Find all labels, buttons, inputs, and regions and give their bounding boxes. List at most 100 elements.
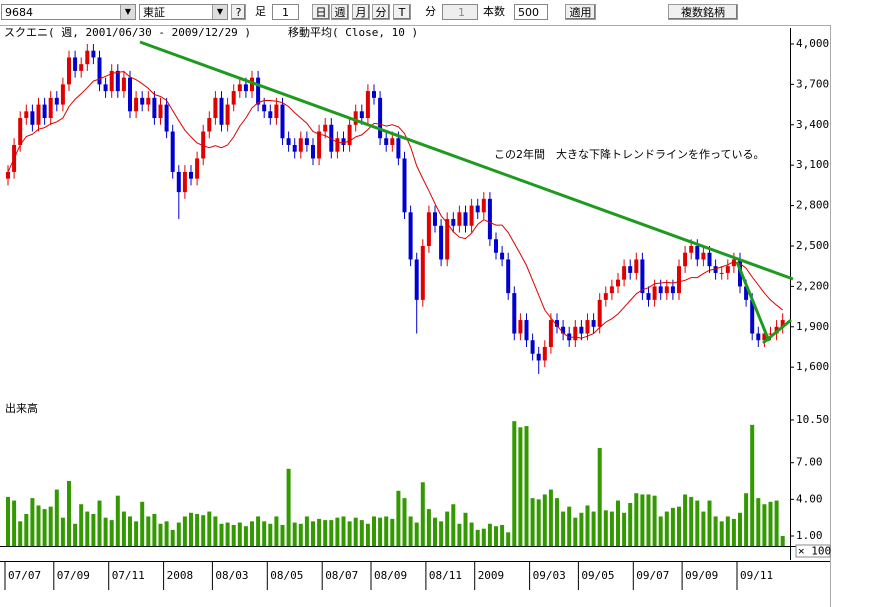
volume-bar [213, 516, 218, 547]
candle-body [463, 212, 468, 226]
volume-bar [567, 506, 572, 547]
candle-body [207, 118, 212, 132]
candle-body [85, 50, 90, 65]
candle-body [158, 104, 163, 119]
volume-tick-label: 10.50 [796, 413, 829, 426]
volume-bar [48, 506, 53, 547]
volume-bar [542, 494, 547, 547]
candle-body [457, 212, 462, 226]
candle-body [567, 333, 572, 341]
volume-bar [762, 504, 767, 547]
x-tick-label: 07/07 [8, 569, 41, 582]
candle-body [109, 70, 114, 92]
candle-body [243, 84, 248, 92]
volume-bar [439, 521, 444, 547]
y-tick-label: 2,500 [796, 239, 829, 252]
candle-body [274, 104, 279, 119]
candle-body [329, 124, 334, 152]
candle-body [548, 320, 553, 347]
candle-body [451, 219, 456, 226]
candle-body [750, 299, 755, 334]
volume-bar [280, 524, 285, 547]
candle-body [311, 144, 315, 159]
x-tick-label: 09/03 [533, 569, 566, 582]
candle-body [707, 252, 712, 267]
volume-bar [646, 494, 651, 547]
symbol-select[interactable]: 9684 ▼ [1, 4, 136, 20]
x-tick-label: 08/11 [429, 569, 462, 582]
volume-bar [701, 511, 706, 547]
month-button[interactable]: 月 [352, 4, 370, 20]
candle-body [744, 286, 749, 300]
volume-bar [408, 516, 413, 547]
volume-bar [506, 532, 511, 547]
candle-body [48, 97, 53, 119]
candle-body [701, 252, 706, 260]
candle-body [30, 111, 35, 125]
candle-body [506, 259, 511, 294]
candle-body [121, 77, 126, 92]
y-tick-label: 2,200 [796, 279, 829, 292]
chart-title: スクエニ( 週, 2001/06/30 - 2009/12/29 ) [4, 26, 251, 39]
candle-body [341, 138, 346, 145]
volume-bar [121, 511, 126, 547]
volume-bar [341, 516, 346, 547]
tick-button[interactable]: T [393, 4, 411, 20]
volume-bar [457, 523, 462, 547]
volume-bar [774, 500, 779, 547]
volume-bar [274, 516, 279, 547]
volume-bar [73, 523, 78, 547]
candle-body [384, 138, 389, 145]
volume-bar [42, 509, 47, 547]
candle-body [79, 64, 84, 71]
minute-value: 1 [442, 4, 478, 20]
day-button[interactable]: 日 [312, 4, 330, 20]
volume-bar [176, 522, 181, 547]
candle-body [146, 97, 151, 105]
bar-label: 足 [255, 5, 266, 18]
volume-tick-label: 1.00 [796, 529, 823, 542]
help-button[interactable]: ? [231, 4, 246, 20]
multi-button[interactable]: 複数銘柄 [668, 4, 738, 20]
volume-bar [500, 524, 505, 547]
volume-bar [353, 517, 358, 547]
candle-body [573, 326, 578, 341]
volume-bar [170, 529, 175, 547]
volume-bar [555, 498, 559, 547]
y-tick-label: 4,000 [796, 37, 829, 50]
candle-body [170, 131, 175, 172]
y-tick-label: 1,600 [796, 360, 829, 373]
week-button[interactable]: 週 [331, 4, 349, 20]
apply-button[interactable]: 適用 [565, 4, 596, 20]
volume-bar [603, 510, 608, 547]
count-input[interactable]: 500 [514, 4, 548, 20]
candle-body [359, 111, 364, 119]
candle-body [176, 171, 181, 193]
volume-bar [201, 515, 206, 547]
candle-body [780, 320, 785, 327]
candle-body [237, 84, 242, 92]
minute-button[interactable]: 分 [372, 4, 390, 20]
candle-body [140, 97, 145, 105]
trend-line [762, 318, 792, 345]
candle-body [731, 259, 736, 267]
volume-bar [268, 523, 273, 547]
bar-count[interactable]: 1 [272, 4, 299, 20]
volume-bar [481, 528, 486, 547]
volume-bar [426, 509, 431, 547]
market-select[interactable]: 東証 ▼ [139, 4, 228, 20]
candle-body [487, 198, 492, 240]
candle-body [420, 245, 425, 300]
candle-body [652, 286, 657, 300]
volume-bar [561, 511, 566, 547]
volume-bar [18, 521, 23, 547]
volume-bar [317, 518, 322, 547]
y-tick-label: 3,100 [796, 158, 829, 171]
candle-body [683, 252, 688, 267]
candle-body [622, 266, 627, 280]
volume-bar [304, 516, 309, 547]
candle-body [555, 320, 559, 327]
volume-bar [420, 482, 425, 547]
y-tick-label: 1,900 [796, 320, 829, 333]
